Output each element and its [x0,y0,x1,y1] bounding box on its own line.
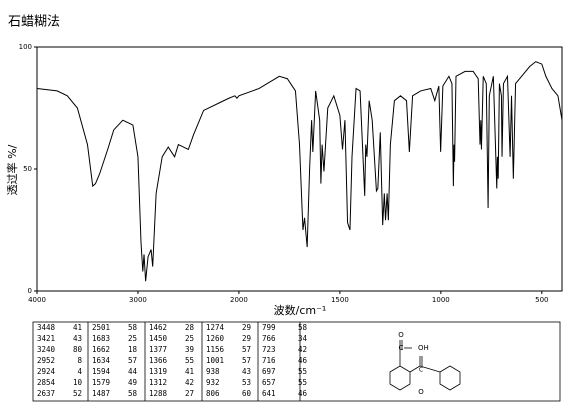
cell-wavenumber: 3448 [37,323,56,332]
cell-wavenumber: 657 [262,378,276,387]
x-tick-label: 1500 [331,296,349,304]
cell-wavenumber: 716 [262,356,276,365]
cell-wavenumber: 932 [206,378,220,387]
atom: C [399,344,404,352]
cell-transmittance: 18 [128,345,138,354]
cell-transmittance: 58 [128,323,138,332]
atom: O [418,388,424,396]
ring [439,365,461,391]
cell-transmittance: 25 [185,334,194,343]
cell-transmittance: 57 [242,356,251,365]
cell-transmittance: 34 [298,334,308,343]
cell-transmittance: 46 [298,356,308,365]
cell-wavenumber: 1319 [149,367,167,376]
atom: OH [418,344,429,352]
bond [419,365,441,373]
y-tick-label: 50 [23,165,32,173]
cell-transmittance: 58 [128,389,138,398]
cell-transmittance: 4 [77,367,82,376]
cell-transmittance: 80 [73,345,83,354]
x-axis-label: 波数/cm⁻¹ [274,304,327,317]
cell-transmittance: 27 [185,389,194,398]
cell-wavenumber: 641 [262,389,276,398]
cell-transmittance: 42 [298,345,307,354]
cell-transmittance: 28 [185,323,195,332]
atom: C [419,367,423,374]
cell-wavenumber: 1001 [206,356,224,365]
bond [409,365,421,373]
cell-wavenumber: 1634 [92,356,111,365]
cell-wavenumber: 3421 [37,334,55,343]
cell-wavenumber: 1579 [92,378,110,387]
structure [389,340,461,391]
cell-wavenumber: 1288 [149,389,168,398]
cell-transmittance: 49 [128,378,137,387]
cell-wavenumber: 2952 [37,356,55,365]
spectrum-line [36,61,563,282]
cell-transmittance: 60 [242,389,252,398]
cell-wavenumber: 806 [206,389,220,398]
cell-wavenumber: 1377 [149,345,167,354]
cell-wavenumber: 1462 [149,323,167,332]
cell-transmittance: 43 [242,367,251,376]
cell-wavenumber: 1662 [92,345,110,354]
cell-transmittance: 55 [185,356,194,365]
cell-transmittance: 57 [242,345,251,354]
atom: O [398,331,404,339]
cell-transmittance: 57 [128,356,137,365]
chart-title: 石蜡糊法 [8,14,60,30]
cell-wavenumber: 2637 [37,389,55,398]
cell-wavenumber: 1156 [206,345,225,354]
table-frame [32,321,561,402]
cell-transmittance: 58 [298,323,308,332]
cell-wavenumber: 1366 [149,356,168,365]
cell-wavenumber: 766 [262,334,276,343]
cell-transmittance: 43 [73,334,82,343]
x-tick-label: 4000 [28,296,46,304]
cell-transmittance: 52 [73,389,82,398]
cell-wavenumber: 3240 [37,345,56,354]
x-tick-label: 2000 [230,296,248,304]
peak-table [32,321,561,402]
cell-wavenumber: 1312 [149,378,167,387]
cell-wavenumber: 938 [206,367,220,376]
cell-transmittance: 55 [298,367,307,376]
cell-wavenumber: 799 [262,323,276,332]
cell-transmittance: 46 [298,389,308,398]
cell-transmittance: 10 [73,378,83,387]
cell-wavenumber: 2924 [37,367,56,376]
y-axis-label: 透过率 %/ [5,144,19,195]
cell-wavenumber: 2854 [37,378,56,387]
cell-transmittance: 39 [185,345,194,354]
y-tick-label: 0 [28,287,32,295]
y-tick-label: 100 [19,43,32,51]
cell-transmittance: 42 [185,378,194,387]
cell-wavenumber: 1683 [92,334,110,343]
cell-wavenumber: 2501 [92,323,110,332]
cell-wavenumber: 1274 [206,323,225,332]
cell-wavenumber: 1594 [92,367,111,376]
cell-transmittance: 29 [242,323,251,332]
cell-transmittance: 29 [242,334,251,343]
cell-wavenumber: 697 [262,367,276,376]
cell-wavenumber: 1450 [149,334,168,343]
cell-wavenumber: 1260 [206,334,225,343]
cell-wavenumber: 723 [262,345,276,354]
cell-transmittance: 41 [73,323,82,332]
cell-transmittance: 53 [242,378,251,387]
x-tick-label: 3000 [129,296,147,304]
cell-transmittance: 44 [128,367,138,376]
cell-transmittance: 55 [298,378,307,387]
cell-transmittance: 25 [128,334,137,343]
ring [389,365,411,391]
cell-transmittance: 41 [185,367,194,376]
x-tick-label: 1000 [432,296,450,304]
cell-wavenumber: 1487 [92,389,110,398]
cell-transmittance: 8 [77,356,82,365]
x-tick-label: 500 [535,296,548,304]
